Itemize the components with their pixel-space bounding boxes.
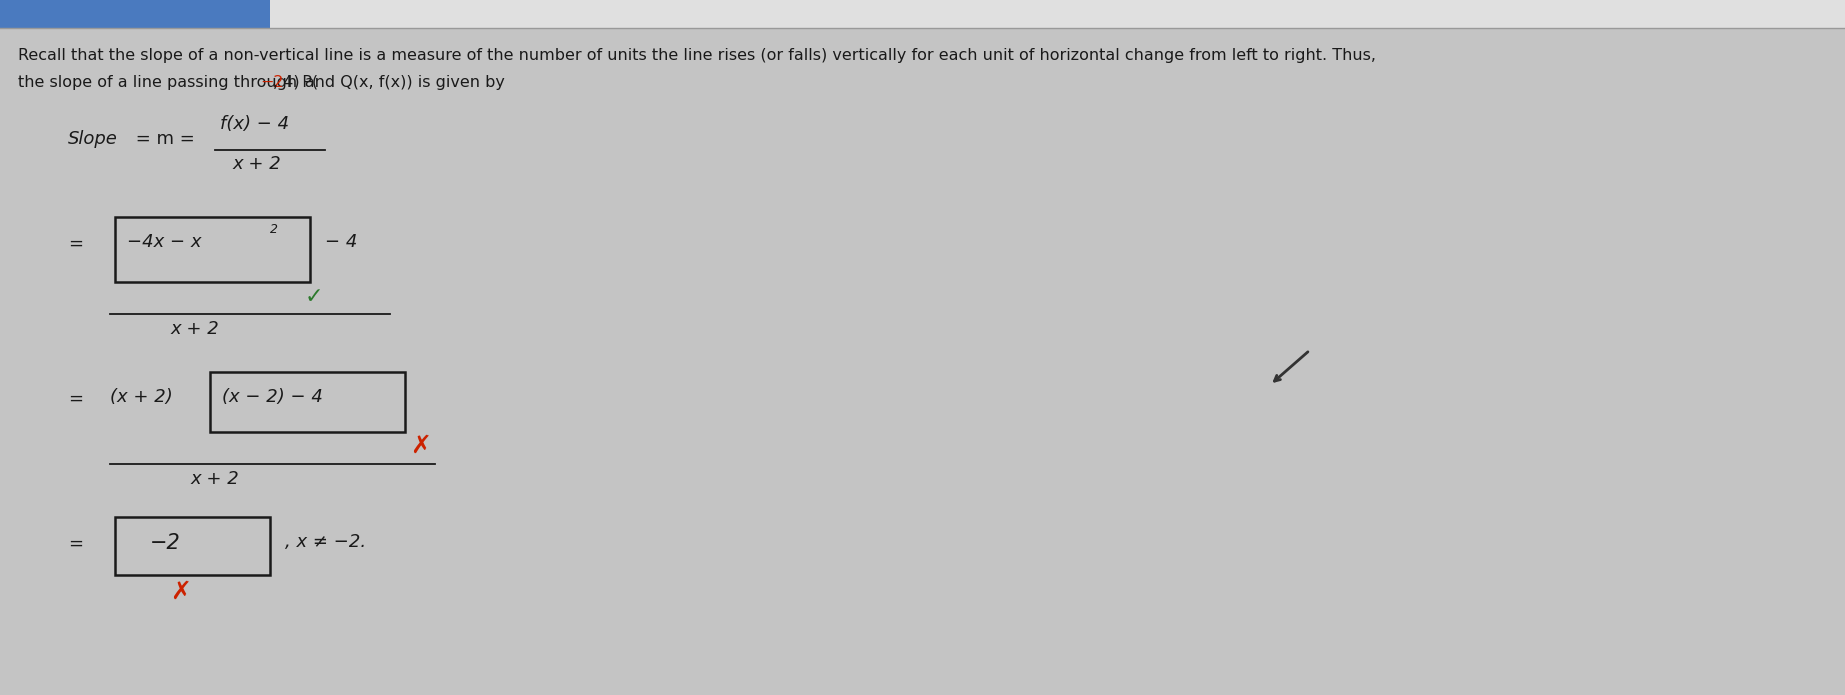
Text: −2: −2 <box>260 75 284 90</box>
Text: , x ≠ −2.: , x ≠ −2. <box>284 533 365 551</box>
Text: =: = <box>68 535 83 553</box>
Text: Slope: Slope <box>68 130 118 148</box>
Text: ✗: ✗ <box>170 580 192 604</box>
Text: f(x) − 4: f(x) − 4 <box>220 115 290 133</box>
Bar <box>114 517 269 575</box>
Text: = m =: = m = <box>129 130 196 148</box>
Text: ✓: ✓ <box>304 287 323 307</box>
Text: =: = <box>68 390 83 408</box>
Bar <box>210 372 406 432</box>
Bar <box>114 217 310 282</box>
Bar <box>0 0 269 28</box>
Text: (x + 2): (x + 2) <box>111 388 173 406</box>
Text: − 4: − 4 <box>325 233 358 251</box>
Text: the slope of a line passing through P(: the slope of a line passing through P( <box>18 75 317 90</box>
Text: x + 2: x + 2 <box>170 320 220 338</box>
Text: −2: −2 <box>149 533 181 553</box>
Text: x + 2: x + 2 <box>232 155 280 173</box>
Text: −4x − x: −4x − x <box>127 233 201 251</box>
Text: x + 2: x + 2 <box>190 470 238 488</box>
Text: Recall that the slope of a non-vertical line is a measure of the number of units: Recall that the slope of a non-vertical … <box>18 48 1376 63</box>
Text: 2: 2 <box>269 223 279 236</box>
Text: ✗: ✗ <box>410 434 432 458</box>
Text: =: = <box>68 235 83 253</box>
Bar <box>269 0 1845 28</box>
Text: (x − 2) − 4: (x − 2) − 4 <box>221 388 323 406</box>
Text: , 4) and Q(x, f(x)) is given by: , 4) and Q(x, f(x)) is given by <box>273 75 506 90</box>
